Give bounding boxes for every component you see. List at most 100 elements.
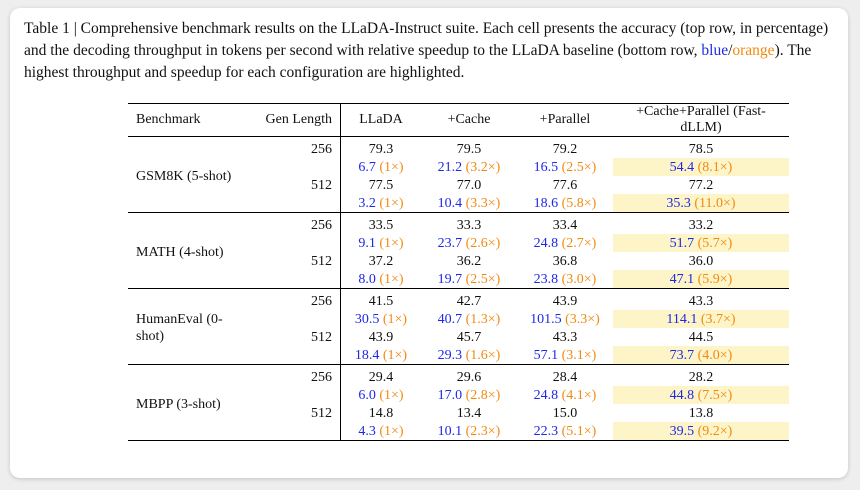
- benchmark-name: GSM8K (5-shot): [136, 168, 232, 184]
- figure-card: Table 1 | Comprehensive benchmark result…: [10, 8, 848, 478]
- speedup-value: (2.5×): [465, 271, 501, 287]
- table-row: 3.2 (1×) 10.4 (3.3×) 18.6 (5.8×) 35.3 (11.0…: [128, 194, 789, 213]
- accuracy-cell: 33.3: [421, 212, 517, 234]
- benchmark-name: MBPP (3-shot): [128, 364, 256, 441]
- caption-text: Table 1 | Comprehensive benchmark result…: [24, 20, 829, 59]
- throughput-value: 21.2: [437, 159, 463, 175]
- throughput-value: 6.7: [358, 159, 376, 175]
- accuracy-cell: 29.6: [421, 364, 517, 386]
- speedup-value: (5.9×): [697, 271, 733, 287]
- benchmark-name: MATH (4-shot): [128, 212, 256, 289]
- caption-slash: /: [728, 42, 733, 59]
- throughput-cell-highlighted: 35.3 (11.0×): [613, 194, 789, 213]
- speedup-value: (3.3×): [565, 311, 600, 327]
- table-row: 6.7 (1×) 21.2 (3.2×) 16.5 (2.5×) 54.4 (8.1×…: [128, 158, 789, 176]
- benchmark-table: Benchmark Gen Length LLaDA +Cache +Paral…: [128, 103, 789, 441]
- throughput-value: 23.7: [437, 235, 463, 251]
- speedup-value: (3.7×): [700, 311, 736, 327]
- throughput-cell: 30.5 (1×): [341, 310, 422, 328]
- accuracy-cell: 28.2: [613, 364, 789, 386]
- throughput-value: 10.4: [437, 195, 463, 211]
- accuracy-cell: 44.5: [688, 329, 714, 345]
- accuracy-cell: 41.5: [340, 288, 421, 310]
- throughput-cell: 19.7 (2.5×): [421, 270, 517, 289]
- gen-length-spacer: [256, 158, 341, 176]
- throughput-cell: 22.3 (5.1×): [517, 422, 613, 441]
- throughput-value: 40.7: [437, 311, 463, 327]
- speedup-value: (1×): [379, 423, 404, 439]
- throughput-value: 39.5: [669, 423, 695, 439]
- accuracy-cell: 77.5: [368, 177, 394, 193]
- throughput-value: 8.0: [358, 271, 376, 287]
- throughput-value: 30.5: [354, 311, 380, 327]
- throughput-cell: 16.5 (2.5×): [517, 158, 613, 176]
- speedup-value: (2.3×): [465, 423, 501, 439]
- table-row: 30.5 (1×) 40.7 (1.3×) 101.5 (3.3×) 114.1 (3…: [128, 310, 789, 328]
- throughput-value: 54.4: [669, 159, 695, 175]
- caption-orange-word: orange: [732, 42, 775, 59]
- table-row: 4.3 (1×) 10.1 (2.3×) 22.3 (5.1×) 39.5 (9.2×…: [128, 422, 789, 441]
- accuracy-cell: 33.5: [340, 212, 421, 234]
- accuracy-cell: 77.2: [688, 177, 714, 193]
- table-row: 512 14.8 13.4 15.0 13.8: [128, 404, 789, 422]
- accuracy-cell: 13.4: [456, 405, 482, 421]
- throughput-cell: 24.8 (4.1×): [517, 386, 613, 404]
- accuracy-cell: 13.8: [688, 405, 714, 421]
- accuracy-cell: 42.7: [421, 288, 517, 310]
- accuracy-cell: 14.8: [368, 405, 394, 421]
- throughput-cell-highlighted: 51.7 (5.7×): [613, 234, 789, 252]
- gen-length-spacer: [256, 194, 341, 213]
- throughput-value: 114.1: [666, 311, 698, 327]
- throughput-cell: 21.2 (3.2×): [421, 158, 517, 176]
- table-row: MBPP (3-shot) 256 29.4 29.6 28.4 28.2: [128, 364, 789, 441]
- accuracy-cell: 43.3: [613, 288, 789, 310]
- speedup-value: (1×): [379, 387, 404, 403]
- caption-blue-word: blue: [701, 42, 729, 59]
- speedup-value: (9.2×): [697, 423, 733, 439]
- speedup-value: (1×): [379, 159, 404, 175]
- throughput-cell: 29.3 (1.6×): [421, 346, 517, 365]
- table-row: 512 37.2 36.2 36.8 36.0: [128, 252, 789, 270]
- speedup-value: (1.3×): [465, 311, 501, 327]
- gen-length-spacer: [256, 386, 341, 404]
- table-row: 6.0 (1×) 17.0 (2.8×) 24.8 (4.1×) 44.8 (7.5×…: [128, 386, 789, 404]
- caption-tail: ). The highest throughput and speedup fo…: [24, 42, 812, 81]
- table-row: 512 43.9 45.7 43.3 44.5: [128, 328, 789, 346]
- header-parallel: +Parallel: [517, 103, 613, 137]
- accuracy-cell: 43.9: [517, 288, 613, 310]
- throughput-cell: 8.0 (1×): [341, 270, 422, 289]
- throughput-cell-highlighted: 73.7 (4.0×): [613, 346, 789, 365]
- gen-length-spacer: [256, 422, 341, 441]
- header-cache: +Cache: [421, 103, 517, 137]
- header-benchmark: Benchmark: [128, 103, 256, 137]
- throughput-cell-highlighted: 44.8 (7.5×): [613, 386, 789, 404]
- accuracy-cell: 36.0: [688, 253, 714, 269]
- throughput-value: 23.8: [533, 271, 559, 287]
- gen-length-cell: 512: [256, 404, 341, 422]
- throughput-value: 101.5: [530, 311, 562, 327]
- table-row: HumanEval (0-shot) 256 41.5 42.7 43.9 43.3: [128, 288, 789, 365]
- throughput-cell-highlighted: 39.5 (9.2×): [613, 422, 789, 441]
- accuracy-cell: 33.4: [517, 212, 613, 234]
- throughput-cell: 23.8 (3.0×): [517, 270, 613, 289]
- speedup-value: (2.5×): [561, 159, 597, 175]
- speedup-value: (3.1×): [561, 347, 597, 363]
- speedup-value: (1.6×): [465, 347, 501, 363]
- throughput-value: 24.8: [533, 235, 559, 251]
- accuracy-cell: 33.2: [613, 212, 789, 234]
- throughput-cell: 17.0 (2.8×): [421, 386, 517, 404]
- table-row: 9.1 (1×) 23.7 (2.6×) 24.8 (2.7×) 51.7 (5.7×…: [128, 234, 789, 252]
- accuracy-cell: 29.4: [340, 364, 421, 386]
- gen-length-spacer: [256, 310, 341, 328]
- throughput-cell-highlighted: 114.1 (3.7×): [613, 310, 789, 328]
- throughput-value: 18.4: [354, 347, 380, 363]
- table-row: MATH (4-shot) 256 33.5 33.3 33.4 33.2: [128, 212, 789, 289]
- speedup-value: (2.6×): [465, 235, 501, 251]
- throughput-cell: 24.8 (2.7×): [517, 234, 613, 252]
- speedup-value: (1×): [379, 271, 404, 287]
- gen-length-cell: 512: [256, 176, 341, 194]
- speedup-value: (3.0×): [561, 271, 597, 287]
- accuracy-cell: 37.2: [368, 253, 394, 269]
- speedup-value: (5.7×): [697, 235, 733, 251]
- gen-length-spacer: [256, 270, 341, 289]
